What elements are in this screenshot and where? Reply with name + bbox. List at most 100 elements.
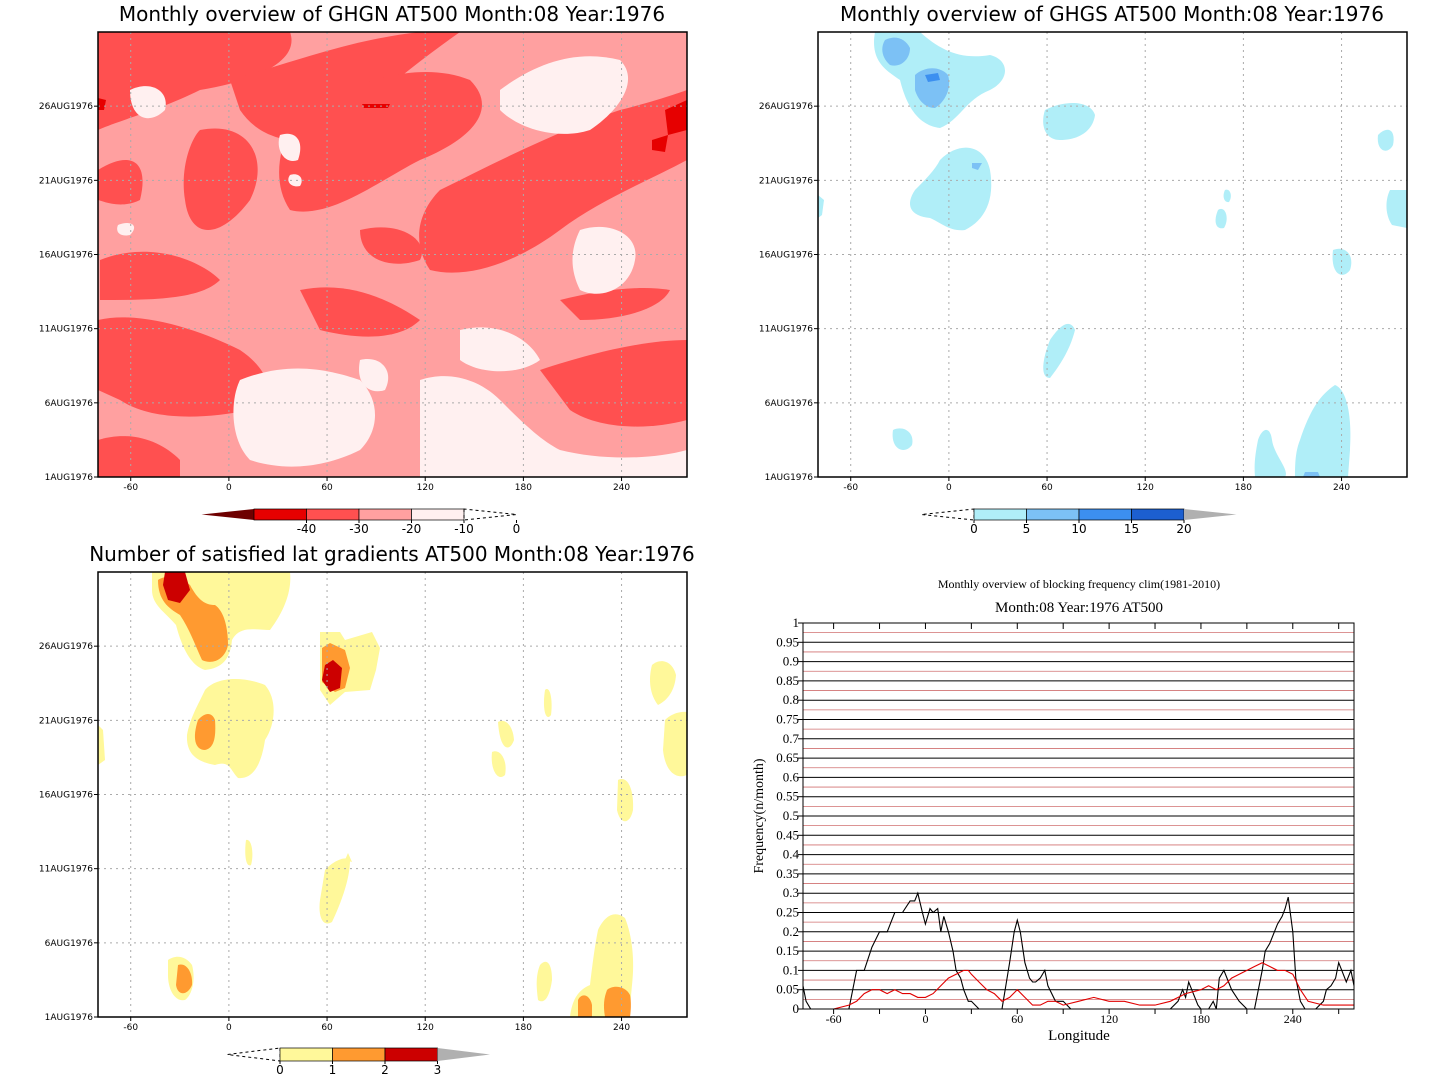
blocking-tick-label-y: 0.95 [776,634,799,649]
blocking-series-black [803,891,1354,1009]
ghgs-colorbar-label: 20 [1176,522,1191,536]
blocking-grid [803,622,1354,1010]
lat-gradients-colorbar-swatch [384,1047,438,1062]
ghgn-tick-label-y: 26AUG1976 [39,102,93,112]
lat-gradients-colorbar: 0 1 2 3 [227,1047,490,1077]
lat-gradients-tick-label-y: 1AUG1976 [45,1013,94,1023]
ghgs-title: Monthly overview of GHGS AT500 Month:08 … [840,2,1384,26]
blocking-tick-label-y: 0.7 [783,731,800,746]
blocking-tick-label-x: 180 [1192,1012,1210,1026]
blocking-tick-label-y: 0.55 [776,789,799,804]
blocking-xlabel: Longitude [1048,1028,1110,1044]
ghgn-colorbar-label: -20 [402,522,422,536]
ghgn-level-minus40-minus30 [98,98,687,152]
lat-gradients-title: Number of satisfied lat gradients AT500 … [89,542,695,566]
ghgn-title: Monthly overview of GHGN AT500 Month:08 … [119,2,665,26]
ghgs-colorbar-swatch [973,508,1027,521]
lat-gradients-tick-label-y: 21AUG1976 [39,716,93,726]
blocking-axis-ticks: 0 0.05 0.1 0.15 0.2 0.25 0.3 0.35 0.4 0.45 0.5 0.55… [776,615,1340,1026]
ghgn-tick-label-x: 180 [515,483,532,493]
ghgs-tick-label-y: 11AUG1976 [759,325,813,335]
blocking-series [803,891,1354,1009]
ghgs-tick-label-y: 16AUG1976 [759,251,813,261]
panel-ghgs: Monthly overview of GHGS AT500 Month:08 … [759,2,1408,536]
blocking-series-red [803,962,1354,1009]
ghgn-colorbar-swatch [411,508,465,521]
ghgs-tick-label-x: 180 [1235,483,1252,493]
ghgn-colorbar-swatch [306,508,360,521]
blocking-title: Monthly overview of blocking frequency c… [938,577,1220,591]
ghgs-colorbar-swatch [1078,508,1132,521]
blocking-tick-label-y: 0.35 [776,866,799,881]
blocking-tick-label-y: 0.45 [776,827,799,842]
ghgn-tick-label-x: 60 [321,483,333,493]
lat-gradients-colorbar-swatch [332,1047,386,1062]
lat-gradients-colorbar-label: 0 [276,1063,284,1077]
blocking-tick-label-x: 60 [1011,1012,1023,1026]
blocking-tick-label-y: 1 [793,615,800,630]
ghgn-tick-label-y: 21AUG1976 [39,176,93,186]
blocking-tick-label-x: -60 [826,1012,842,1026]
blocking-ylabel: Frequency(n/month) [752,758,767,873]
panel-blocking-frequency: Monthly overview of blocking frequency c… [752,577,1355,1044]
ghgn-tick-label-y: 11AUG1976 [39,325,93,335]
ghgn-colorbar-label: 0 [513,522,521,536]
lat-gradients-colorbar-swatch [279,1047,333,1062]
ghgs-axis-ticks: -60 0 60 120 180 240 26AUG1976 21AUG1976 16AUG19… [759,102,1350,493]
ghgs-tick-label-x: 240 [1333,483,1350,493]
ghgs-level-5-10 [882,37,1320,477]
ghgn-tick-label-y: 1AUG1976 [45,473,94,483]
ghgs-tick-label-x: 60 [1041,483,1053,493]
ghgn-tick-label-y: 6AUG1976 [45,399,94,409]
lat-gradients-colorbar-label: 2 [381,1063,389,1077]
ghgn-colorbar-swatch [358,508,412,521]
lat-gradients-tick-label-x: 240 [613,1023,630,1033]
blocking-tick-label-y: 0.6 [783,769,800,784]
lat-gradients-tick-label-y: 26AUG1976 [39,642,93,652]
ghgn-colorbar-extend-right [463,508,517,521]
ghgn-level-minus30-minus20 [98,32,687,477]
lat-gradients-tick-label-x: 60 [321,1023,333,1033]
ghgn-colorbar-extend-left [201,509,254,520]
blocking-tick-label-y: 0.9 [783,654,799,669]
ghgs-tick-label-x: -60 [843,483,858,493]
blocking-tick-label-y: 0.1 [783,962,799,977]
ghgn-level-minus10-0 [117,56,687,477]
ghgn-tick-label-x: 240 [613,483,630,493]
blocking-tick-label-x: 240 [1284,1012,1302,1026]
ghgn-colorbar-label: -30 [349,522,369,536]
blocking-tick-label-y: 0.8 [783,692,799,707]
lat-gradients-colorbar-extend-left [227,1047,281,1062]
ghgn-axis-ticks: -60 0 60 120 180 240 26AUG1976 21AUG1976 16AUG19… [39,102,630,493]
ghgs-colorbar-swatch [1026,508,1080,521]
lat-gradients-colorbar-extend-right [437,1048,490,1061]
ghgs-tick-label-y: 21AUG1976 [759,176,813,186]
ghgs-tick-label-y: 6AUG1976 [765,399,814,409]
ghgs-tick-label-x: 0 [946,483,952,493]
blocking-tick-label-y: 0.4 [783,847,800,862]
ghgn-colorbar-swatch [253,508,307,521]
blocking-tick-label-y: 0.25 [776,905,799,920]
ghgs-colorbar-label: 5 [1023,522,1031,536]
ghgs-colorbar: 0 5 10 15 20 [921,508,1237,536]
lat-gradients-colorbar-label: 3 [434,1063,442,1077]
ghgs-colorbar-extend-right [1184,509,1237,520]
panel-ghgn: Monthly overview of GHGN AT500 Month:08 … [39,2,688,536]
lat-gradients-tick-label-y: 11AUG1976 [39,865,93,875]
blocking-tick-label-y: 0.5 [783,808,799,823]
blocking-tick-label-y: 0.65 [776,750,799,765]
blocking-tick-label-y: 0.15 [776,943,799,958]
ghgs-tick-label-y: 26AUG1976 [759,102,813,112]
ghgn-tick-label-x: 0 [226,483,232,493]
lat-gradients-tick-label-y: 16AUG1976 [39,791,93,801]
ghgn-tick-label-y: 16AUG1976 [39,251,93,261]
blocking-tick-label-x: 0 [922,1012,928,1026]
ghgs-colorbar-label: 0 [970,522,978,536]
panel-lat-gradients: Number of satisfied lat gradients AT500 … [39,542,695,1077]
ghgn-colorbar-label: -40 [297,522,317,536]
ghgs-level-10-15 [925,73,940,82]
blocking-tick-label-y: 0.75 [776,712,799,727]
blocking-tick-label-y: 0.85 [776,673,799,688]
lat-gradients-axis-ticks: -60 0 60 120 180 240 26AUG1976 21AUG1976 16AUG19… [39,642,630,1033]
